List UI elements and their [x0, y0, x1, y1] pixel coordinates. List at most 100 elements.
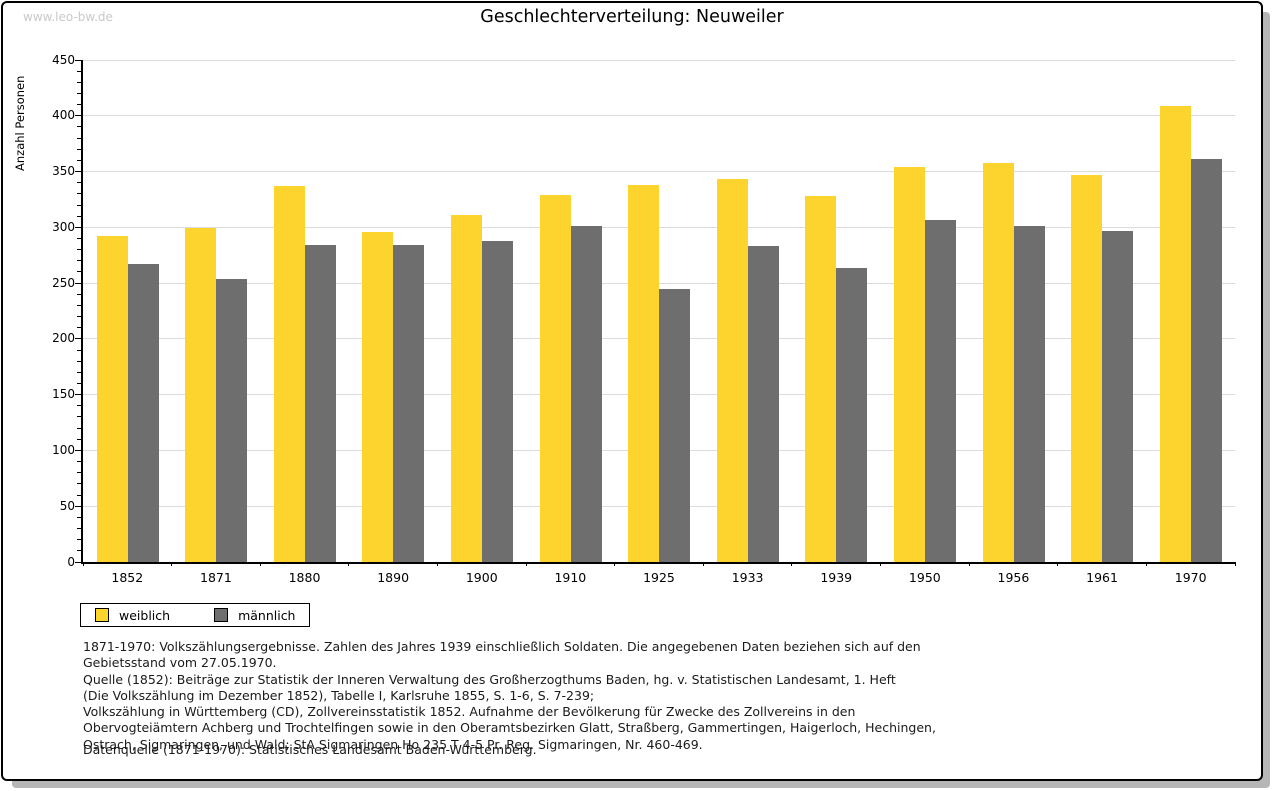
x-tick-label-1871: 1871 [200, 570, 232, 585]
x-tick-label-1852: 1852 [111, 570, 144, 585]
bar-männlich-1910 [570, 226, 602, 562]
y-tick-360 [77, 159, 81, 161]
bar-weiblich-1956 [982, 162, 1014, 562]
y-tick-240 [77, 293, 81, 295]
y-tick-90 [77, 461, 81, 463]
chart-page: www.leo-bw.de Geschlechterverteilung: Ne… [1, 1, 1263, 781]
y-tick-390 [77, 126, 81, 128]
x-tick-label-1910: 1910 [554, 570, 587, 585]
y-tick-290 [77, 237, 81, 239]
x-tick-label-1939: 1939 [820, 570, 853, 585]
x-boundary-tick-12 [1145, 562, 1147, 566]
footer-line-2: Gebietsstand vom 27.05.1970. [83, 655, 277, 671]
x-boundary-tick-10 [968, 562, 970, 566]
bar-weiblich-1961 [1071, 174, 1103, 562]
y-tick-30 [77, 528, 81, 530]
y-tick-220 [77, 316, 81, 318]
footer-line-1: 1871-1970: Volkszählungsergebnisse. Zahl… [83, 639, 921, 654]
x-tick-label-1900: 1900 [465, 570, 498, 585]
bar-männlich-1852 [127, 264, 159, 562]
y-tick-400 [75, 115, 81, 117]
footer-line-7: Ostrach, Sigmaringen, und Wald; StA Sigm… [83, 736, 703, 752]
bar-weiblich-1852 [96, 236, 128, 562]
legend-item-weiblich: weiblich [95, 608, 170, 623]
bar-weiblich-1925 [628, 184, 660, 562]
footer-line-3: Quelle (1852): Beiträge zur Statistik de… [83, 671, 896, 687]
x-boundary-tick-5 [525, 562, 527, 566]
y-tick-label-50: 50 [59, 498, 75, 513]
bar-weiblich-1970 [1159, 105, 1191, 562]
x-tick-label-1880: 1880 [288, 570, 321, 585]
x-boundary-tick-8 [791, 562, 793, 566]
footer-line-6: Obervogteiämtern Achberg und Trochtelfin… [83, 720, 936, 736]
y-tick-320 [77, 204, 81, 206]
x-boundary-tick-0 [82, 562, 84, 566]
y-tick-label-150: 150 [52, 387, 75, 402]
y-tick-label-400: 400 [52, 108, 75, 123]
bar-männlich-1925 [659, 288, 691, 562]
bar-weiblich-1939 [805, 196, 837, 562]
plot-area: 0 50 100 150 200 250 300 350 400 450 1852 1871 1880 1… [52, 53, 1236, 585]
y-tick-20 [77, 539, 81, 541]
x-boundary-tick-11 [1057, 562, 1059, 566]
y-tick-310 [77, 215, 81, 217]
x-boundary-tick-6 [614, 562, 616, 566]
y-tick-170 [77, 371, 81, 373]
y-tick-10 [77, 550, 81, 552]
y-tick-280 [77, 249, 81, 251]
bar-männlich-1900 [481, 240, 513, 562]
datasource-note: Datenquelle (1871-1970): Statistisches L… [83, 742, 537, 757]
legend-item-maennlich: männlich [214, 608, 295, 623]
y-tick-100 [75, 449, 81, 451]
y-tick-140 [77, 405, 81, 407]
y-tick-260 [77, 271, 81, 273]
x-tick-label-1961: 1961 [1086, 570, 1118, 585]
x-boundary-tick-2 [259, 562, 261, 566]
y-tick-190 [77, 349, 81, 351]
x-tick-label-1950: 1950 [908, 570, 941, 585]
x-tick-label-1956: 1956 [997, 570, 1030, 585]
y-tick-50 [75, 505, 81, 507]
x-tick-label-1970: 1970 [1174, 570, 1207, 585]
y-tick-230 [77, 304, 81, 306]
y-tick-130 [77, 416, 81, 418]
bar-weiblich-1933 [716, 179, 748, 562]
y-tick-label-200: 200 [52, 331, 75, 346]
footer-line-5: Volkszählung in Württemberg (CD), Zollve… [83, 704, 856, 720]
gridline-400 [83, 115, 1235, 117]
y-tick-380 [77, 137, 81, 139]
legend-swatch-weiblich [95, 608, 109, 622]
x-tick-label-1890: 1890 [377, 570, 410, 585]
bar-männlich-1956 [1013, 226, 1045, 562]
bar-weiblich-1910 [539, 194, 571, 562]
y-tick-label-100: 100 [52, 442, 75, 457]
x-boundary-tick-13 [1234, 562, 1236, 566]
bar-männlich-1970 [1190, 159, 1222, 562]
y-tick-450 [75, 59, 81, 61]
x-boundary-tick-1 [171, 562, 173, 566]
watermark: www.leo-bw.de [23, 10, 113, 24]
bar-männlich-1961 [1102, 230, 1134, 562]
y-tick-350 [75, 171, 81, 173]
y-tick-label-300: 300 [52, 219, 75, 234]
legend: weiblich männlich [80, 603, 311, 627]
y-tick-270 [77, 260, 81, 262]
x-boundary-tick-7 [702, 562, 704, 566]
y-tick-430 [77, 81, 81, 83]
y-tick-40 [77, 516, 81, 518]
bar-männlich-1950 [925, 219, 957, 562]
y-tick-label-250: 250 [52, 275, 75, 290]
y-tick-200 [75, 338, 81, 340]
x-tick-label-1933: 1933 [731, 570, 764, 585]
chart-title: Geschlechterverteilung: Neuweiler [480, 7, 784, 27]
y-tick-label-0: 0 [67, 554, 75, 569]
bar-männlich-1939 [836, 267, 868, 562]
y-tick-300 [75, 226, 81, 228]
footer-notes: 1871-1970: Volkszählungsergebnisse. Zahl… [83, 639, 936, 753]
bar-weiblich-1890 [362, 231, 394, 562]
gridline-450 [83, 59, 1235, 61]
y-tick-60 [77, 494, 81, 496]
y-tick-340 [77, 182, 81, 184]
x-boundary-tick-3 [348, 562, 350, 566]
gridline-350 [83, 171, 1235, 173]
